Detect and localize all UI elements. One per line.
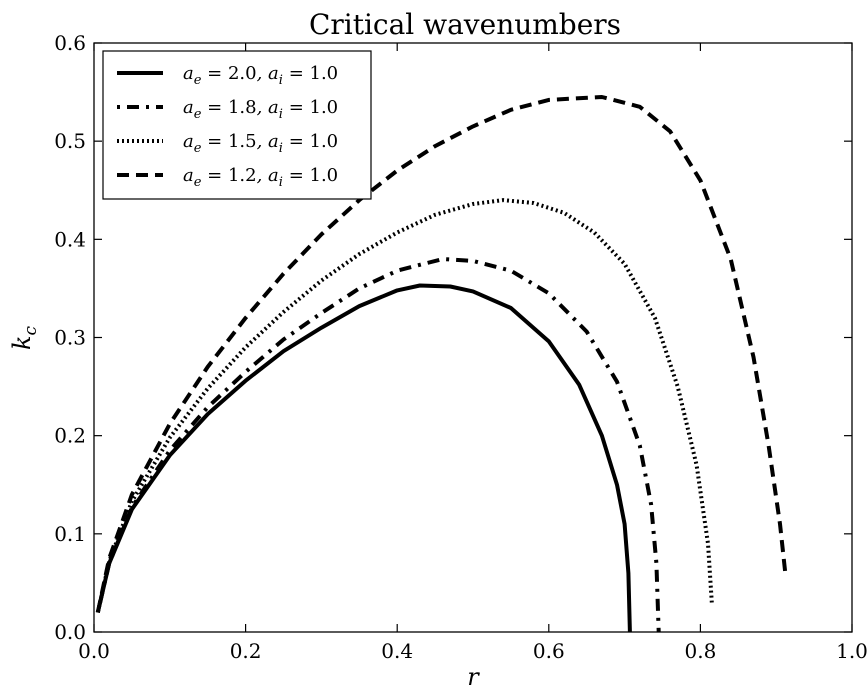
x-tick-label: 0.6 <box>533 639 565 663</box>
y-tick-label: 0.3 <box>54 326 86 350</box>
chart-title: Critical wavenumbers <box>309 8 621 41</box>
legend-label-1: ae = 2.0, ai = 1.0 <box>183 63 338 88</box>
x-tick-label: 0.2 <box>230 639 262 663</box>
x-tick-label: 0.8 <box>684 639 716 663</box>
y-axis-label: kc <box>8 325 41 350</box>
legend-label-2: ae = 1.8, ai = 1.0 <box>183 97 338 122</box>
y-tick-label: 0.0 <box>54 620 86 644</box>
x-axis-label: r <box>467 663 480 691</box>
y-tick-label: 0.6 <box>54 31 86 55</box>
x-tick-label: 1.0 <box>836 639 868 663</box>
x-tick-label: 0.0 <box>78 639 110 663</box>
series-line-1 <box>95 283 632 633</box>
legend: ae = 2.0, ai = 1.0 ae = 1.8, ai = 1.0 ae =… <box>102 50 372 200</box>
series-line-3 <box>95 198 714 613</box>
y-tick-label: 0.1 <box>54 522 86 546</box>
legend-label-3: ae = 1.5, ai = 1.0 <box>183 131 338 156</box>
y-tick-label: 0.2 <box>54 424 86 448</box>
series-line-4 <box>95 95 788 613</box>
y-axis-label-main: k <box>8 335 36 350</box>
axis-ticks: 0.0 0.2 0.4 0.6 0.8 1.0 0.0 0.1 0.2 0.3 0.4 0.5 0.6 <box>54 31 868 663</box>
y-tick-label: 0.5 <box>54 129 86 153</box>
svg-text:kc: kc <box>8 325 41 350</box>
y-axis-label-sub: c <box>21 325 41 335</box>
y-tick-label: 0.4 <box>54 227 86 251</box>
series-line-2 <box>95 257 661 633</box>
legend-label-4: ae = 1.2, ai = 1.0 <box>183 165 338 190</box>
x-tick-label: 0.4 <box>381 639 413 663</box>
series-layer <box>95 95 788 633</box>
